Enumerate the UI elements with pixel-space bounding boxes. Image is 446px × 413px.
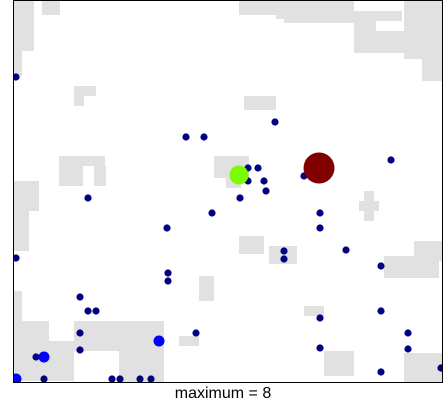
site-point-count-1 — [116, 375, 124, 382]
land-patch — [42, 1, 60, 15]
site-point-count-1 — [84, 194, 92, 202]
site-point-count-1 — [92, 307, 100, 315]
site-point-count-1 — [437, 364, 442, 372]
site-point-count-8 — [303, 152, 335, 184]
site-point-count-1 — [236, 194, 244, 202]
site-point-count-1 — [164, 269, 172, 277]
land-patch — [404, 1, 442, 59]
maximum-caption: maximum = 8 — [174, 385, 272, 402]
land-patch — [14, 211, 29, 251]
site-point-count-1 — [14, 73, 20, 81]
occurrence-map — [14, 1, 442, 382]
site-point-count-1 — [404, 345, 412, 353]
site-point-count-1 — [262, 187, 270, 195]
land-patch — [284, 1, 354, 23]
land-patch — [14, 321, 49, 381]
site-point-count-1 — [316, 209, 324, 217]
site-point-count-1 — [280, 255, 288, 263]
land-patch — [422, 59, 442, 81]
site-point-count-1 — [136, 375, 144, 382]
site-point-count-2 — [14, 373, 22, 382]
site-point-count-1 — [40, 375, 48, 382]
land-patch — [354, 21, 376, 53]
site-point-count-1 — [108, 375, 116, 382]
site-point-count-1 — [280, 247, 288, 255]
land-patch — [59, 156, 83, 186]
site-point-count-1 — [316, 314, 324, 322]
site-point-count-1 — [164, 277, 172, 285]
occurrence-points — [14, 73, 442, 382]
site-point-count-1 — [271, 118, 279, 126]
site-point-count-1 — [316, 344, 324, 352]
site-point-count-1 — [316, 224, 324, 232]
land-patch — [179, 336, 199, 346]
site-point-count-1 — [76, 346, 84, 354]
site-point-count-1 — [387, 156, 395, 164]
site-point-count-1 — [342, 246, 350, 254]
land-patch — [14, 1, 22, 76]
site-point-count-1 — [32, 353, 40, 361]
land-patch — [244, 96, 276, 110]
land-patch — [74, 96, 84, 106]
land-patch — [226, 178, 241, 188]
site-point-count-1 — [200, 133, 208, 141]
site-point-count-1 — [404, 329, 412, 337]
land-patch — [199, 276, 214, 301]
land-patch — [364, 191, 374, 221]
map-panel — [13, 0, 443, 383]
site-point-count-1 — [147, 375, 155, 382]
land-patch — [324, 351, 354, 376]
site-point-count-1 — [377, 368, 385, 376]
site-point-count-1 — [377, 262, 385, 270]
site-point-count-1 — [377, 307, 385, 315]
land-patch — [414, 241, 442, 261]
land-patch — [74, 86, 96, 96]
site-point-count-1 — [208, 209, 216, 217]
site-point-count-1 — [254, 164, 262, 172]
site-point-count-3 — [229, 165, 249, 185]
land-patch — [404, 353, 442, 382]
site-point-count-1 — [163, 224, 171, 232]
land-patch — [239, 236, 264, 254]
land-patch — [304, 306, 324, 316]
site-point-count-2 — [153, 335, 165, 347]
site-point-count-1 — [182, 133, 190, 141]
site-point-count-1 — [14, 254, 20, 262]
land-patch — [269, 246, 297, 264]
site-point-count-1 — [84, 307, 92, 315]
land-patch — [354, 11, 402, 21]
site-point-count-1 — [76, 329, 84, 337]
site-point-count-1 — [192, 329, 200, 337]
site-point-count-1 — [260, 177, 268, 185]
land-patch — [83, 156, 105, 166]
land-patch — [14, 181, 39, 211]
land-patch — [49, 341, 74, 381]
land-patch — [94, 166, 106, 186]
site-point-count-1 — [76, 293, 84, 301]
land-patch — [384, 256, 439, 278]
background-land-patches — [14, 1, 442, 382]
site-point-count-2 — [38, 351, 50, 363]
land-patch — [74, 321, 164, 351]
